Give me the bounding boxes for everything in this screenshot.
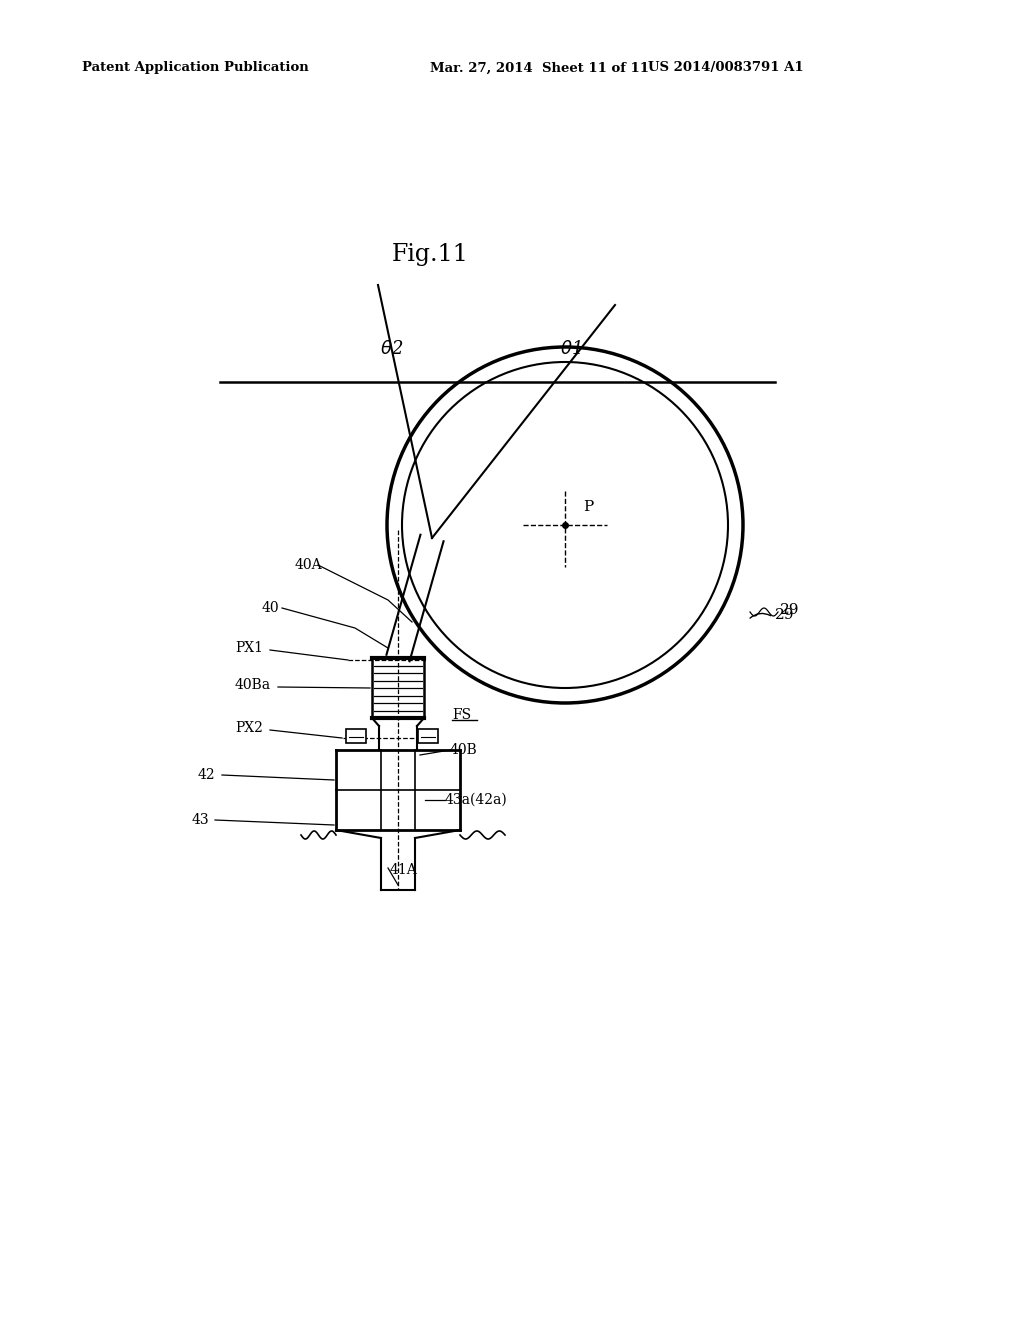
Text: PX1: PX1 (234, 642, 263, 655)
FancyBboxPatch shape (418, 729, 438, 743)
Text: 29: 29 (775, 609, 795, 622)
Text: 29: 29 (780, 603, 800, 616)
Text: 42: 42 (198, 768, 216, 781)
Text: Patent Application Publication: Patent Application Publication (82, 62, 309, 74)
Text: 40: 40 (262, 601, 280, 615)
Text: 40B: 40B (450, 743, 478, 756)
Text: Mar. 27, 2014  Sheet 11 of 11: Mar. 27, 2014 Sheet 11 of 11 (430, 62, 649, 74)
FancyBboxPatch shape (346, 729, 366, 743)
Text: 43: 43 (193, 813, 210, 828)
Text: 40A: 40A (295, 558, 323, 572)
Text: 40Ba: 40Ba (234, 678, 271, 692)
Text: FS: FS (452, 708, 471, 722)
Text: US 2014/0083791 A1: US 2014/0083791 A1 (648, 62, 804, 74)
Text: 41A: 41A (390, 863, 418, 876)
Text: PX2: PX2 (234, 721, 263, 735)
Text: P: P (583, 500, 593, 513)
Text: $\theta$2: $\theta$2 (380, 341, 403, 358)
Text: Fig.11: Fig.11 (391, 243, 468, 267)
Text: $\theta$1: $\theta$1 (560, 341, 581, 358)
Text: 43a(42a): 43a(42a) (445, 793, 508, 807)
